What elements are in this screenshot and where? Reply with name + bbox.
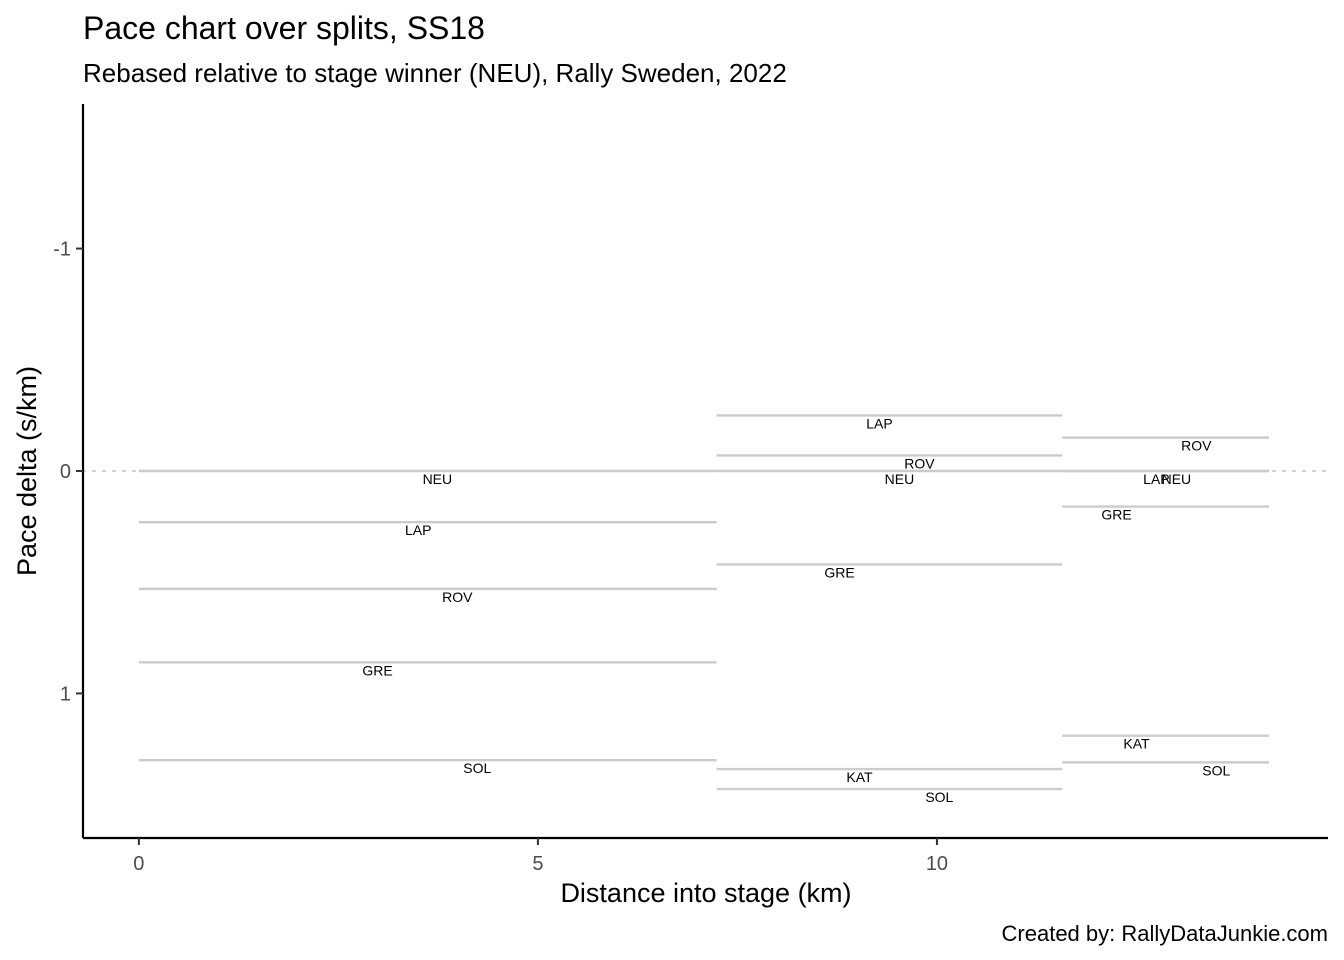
segment-label-neu-3: NEU bbox=[1162, 471, 1192, 487]
segment-label-kat-1: KAT bbox=[846, 769, 873, 785]
y-tick-label: 0 bbox=[60, 461, 71, 483]
x-tick-label: 0 bbox=[133, 853, 144, 875]
y-tick-label: -1 bbox=[53, 239, 71, 261]
x-axis-title: Distance into stage (km) bbox=[560, 878, 851, 908]
x-tick-label: 10 bbox=[926, 853, 948, 875]
segment-label-gre-3: GRE bbox=[1101, 507, 1131, 523]
segment-labels-layer: NEU NEU NEULAPLAPLAPROVROVROVGREGREGRESOLS… bbox=[362, 415, 1230, 805]
segment-label-sol-2: SOL bbox=[925, 789, 953, 805]
segment-label-neu-1: NEU bbox=[423, 471, 453, 487]
segment-label-neu-2: NEU bbox=[885, 471, 915, 487]
segment-label-sol-1: SOL bbox=[463, 760, 491, 776]
segment-label-gre-1: GRE bbox=[362, 662, 392, 678]
y-axis-title: Pace delta (s/km) bbox=[12, 366, 42, 576]
caption: Created by: RallyDataJunkie.com bbox=[1001, 921, 1328, 946]
segments-layer bbox=[138, 414, 1269, 791]
segment-label-lap-1: LAP bbox=[405, 522, 431, 538]
axes-layer: 0 5 10 -1 0 1 bbox=[53, 104, 1328, 875]
segment-label-kat-2: KAT bbox=[1123, 736, 1150, 752]
segment-label-rov-3: ROV bbox=[1181, 438, 1212, 454]
chart-title: Pace chart over splits, SS18 bbox=[83, 10, 485, 46]
segment-label-lap-3: LAP bbox=[1143, 471, 1169, 487]
chart-subtitle: Rebased relative to stage winner (NEU), … bbox=[83, 58, 787, 88]
y-tick-label: 1 bbox=[60, 683, 71, 705]
segment-label-rov-2: ROV bbox=[904, 455, 935, 471]
segment-label-lap-2: LAP bbox=[866, 415, 892, 431]
segment-label-rov-1: ROV bbox=[442, 589, 473, 605]
segment-label-gre-2: GRE bbox=[824, 564, 854, 580]
segment-label-sol-3: SOL bbox=[1202, 762, 1230, 778]
x-tick-label: 5 bbox=[532, 853, 543, 875]
